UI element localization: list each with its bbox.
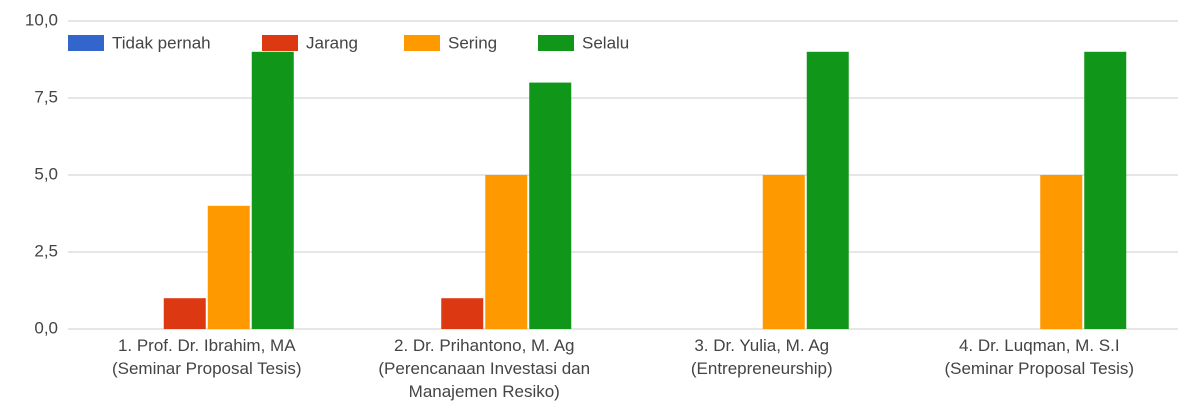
bar	[207, 205, 250, 329]
legend-swatch	[68, 35, 104, 51]
y-tick-label: 10,0	[25, 10, 58, 29]
legend-swatch	[262, 35, 298, 51]
bar	[1040, 175, 1083, 329]
bar	[762, 175, 805, 329]
bar	[251, 51, 294, 330]
legend-label: Sering	[448, 33, 497, 52]
y-tick-label: 7,5	[34, 87, 58, 106]
y-tick-label: 0,0	[34, 318, 58, 337]
legend-swatch	[404, 35, 440, 51]
legend-label: Selalu	[582, 33, 629, 52]
bar	[485, 175, 528, 329]
y-tick-label: 2,5	[34, 241, 58, 260]
bar	[806, 51, 849, 330]
x-tick-label: 3. Dr. Yulia, M. Ag (Entrepreneurship)	[691, 336, 833, 378]
bar	[529, 82, 572, 329]
legend-label: Tidak pernah	[112, 33, 211, 52]
x-tick-label: 1. Prof. Dr. Ibrahim, MA (Seminar Proposa…	[112, 336, 302, 378]
x-tick-label: 4. Dr. Luqman, M. S.I (Seminar Proposal T…	[944, 336, 1134, 378]
legend-swatch	[538, 35, 574, 51]
x-tick-label: 2. Dr. Prihantono, M. Ag (Perencanaan Inv…	[378, 336, 590, 401]
bar	[1084, 51, 1127, 330]
legend-label: Jarang	[306, 33, 358, 52]
bar	[441, 298, 484, 329]
bar	[163, 298, 206, 329]
y-tick-label: 5,0	[34, 164, 58, 183]
